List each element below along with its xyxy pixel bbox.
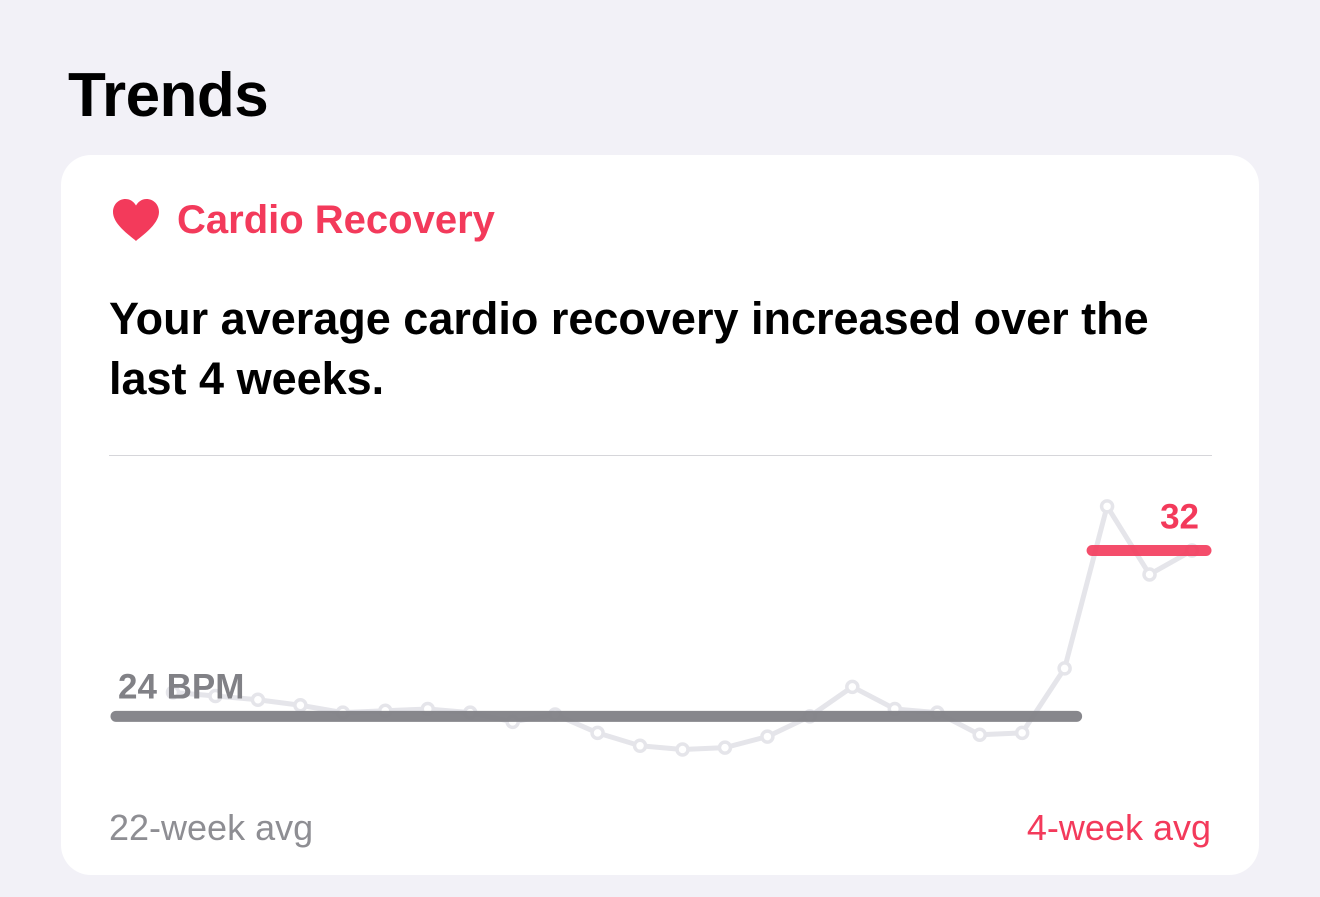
data-point (845, 679, 860, 695)
data-point (208, 688, 223, 704)
trend-summary-text: Your average cardio recovery increased o… (109, 293, 1149, 404)
data-point (1099, 499, 1115, 514)
page-title: Trends (68, 61, 269, 130)
recent-average-label: 4-week avg (1026, 807, 1211, 848)
data-point (165, 685, 181, 700)
data-point (972, 727, 987, 742)
data-point (250, 692, 266, 707)
data-point (1057, 661, 1072, 676)
data-point (293, 698, 308, 713)
data-point (590, 725, 605, 741)
card-category-label: Cardio Recovery (177, 198, 495, 242)
data-point (717, 740, 733, 755)
data-point (760, 729, 775, 744)
long-term-average-value: 24 BPM (118, 667, 244, 706)
card-header: Cardio Recovery (111, 197, 495, 243)
heart-icon (113, 199, 159, 241)
data-point (1142, 567, 1157, 582)
long-term-average-label: 22-week avg (109, 807, 314, 848)
data-point (1014, 725, 1030, 741)
divider (109, 455, 1212, 456)
data-point (675, 742, 690, 757)
recent-average-value: 32 (1160, 498, 1199, 537)
trend-chart: 24 BPM 32 (110, 498, 1212, 757)
data-point (632, 738, 648, 754)
cardio-recovery-trend-card[interactable]: Cardio Recovery Your average cardio reco… (61, 155, 1259, 875)
